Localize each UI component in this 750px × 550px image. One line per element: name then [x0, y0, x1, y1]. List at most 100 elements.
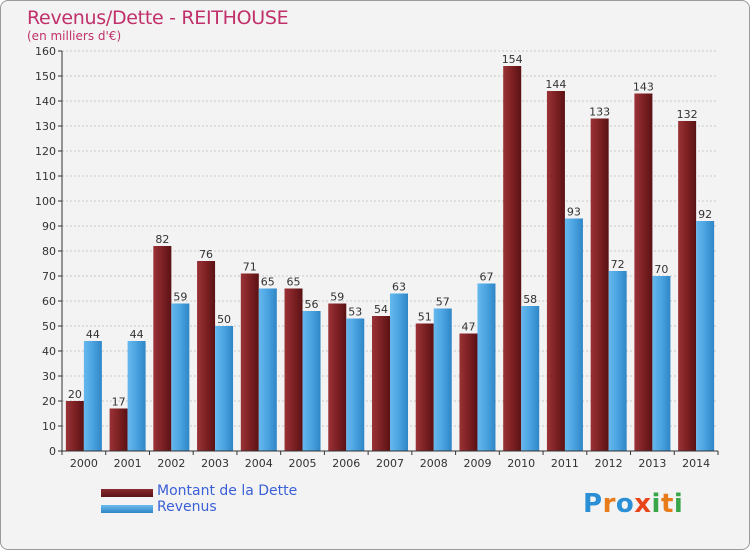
data-label-dette: 71 [243, 261, 257, 274]
data-label-revenus: 56 [305, 298, 319, 311]
logo-letter: o [615, 489, 635, 519]
legend-swatch-revenus [101, 505, 153, 513]
bar-dette [197, 261, 216, 451]
bar-revenus [258, 288, 277, 451]
data-label-dette: 59 [330, 291, 344, 304]
bar-dette [65, 401, 84, 451]
bar-revenus [652, 276, 671, 451]
x-tick-label: 2012 [595, 457, 623, 470]
bar-dette [546, 91, 565, 451]
data-label-revenus: 44 [130, 328, 144, 341]
y-tick-label: 30 [42, 370, 56, 383]
y-tick-label: 90 [42, 220, 56, 233]
y-tick-label: 70 [42, 270, 56, 283]
bar-dette [678, 121, 697, 451]
bar-revenus [521, 306, 540, 451]
y-tick-label: 0 [49, 445, 56, 458]
data-label-revenus: 59 [173, 291, 187, 304]
data-label-dette: 144 [545, 78, 566, 91]
bar-dette [415, 323, 434, 451]
bar-dette [328, 303, 347, 451]
data-label-dette: 82 [155, 233, 169, 246]
bar-revenus [564, 218, 583, 451]
logo-letter: t [660, 489, 674, 519]
logo-letter: i [673, 489, 684, 519]
data-label-revenus: 70 [654, 263, 668, 276]
y-tick-label: 50 [42, 320, 56, 333]
x-tick-label: 2013 [638, 457, 666, 470]
data-label-revenus: 65 [261, 276, 275, 289]
bar-dette [109, 408, 128, 451]
y-tick-label: 160 [35, 45, 56, 58]
legend-swatch-dette [101, 489, 153, 497]
y-tick-label: 100 [35, 195, 56, 208]
bar-revenus [346, 318, 365, 451]
bar-revenus [127, 341, 146, 451]
x-tick-label: 2011 [551, 457, 579, 470]
bar-revenus [390, 293, 408, 451]
legend-label-dette: Montant de la Dette [157, 483, 298, 499]
y-tick-label: 120 [35, 145, 56, 158]
x-tick-label: 2006 [332, 457, 360, 470]
x-tick-label: 2001 [114, 457, 142, 470]
y-tick-label: 80 [42, 245, 56, 258]
y-tick-label: 110 [35, 170, 56, 183]
data-label-dette: 54 [374, 303, 388, 316]
x-tick-label: 2007 [376, 457, 404, 470]
x-tick-label: 2005 [289, 457, 317, 470]
data-label-dette: 143 [633, 81, 654, 94]
bar-revenus [433, 308, 452, 451]
logo-letter: P [583, 489, 603, 519]
y-tick-label: 20 [42, 395, 56, 408]
data-label-revenus: 57 [436, 296, 450, 309]
data-label-dette: 47 [461, 321, 475, 334]
chart-title: Revenus/Dette - REITHOUSE [27, 7, 289, 29]
x-tick-label: 2014 [682, 457, 710, 470]
logo-letter: r [602, 489, 616, 519]
bar-dette [372, 316, 390, 451]
bar-revenus [171, 303, 190, 451]
x-tick-label: 2008 [420, 457, 448, 470]
data-label-dette: 76 [199, 248, 213, 261]
data-label-revenus: 44 [86, 328, 100, 341]
y-tick-label: 140 [35, 95, 56, 108]
data-label-dette: 20 [68, 388, 82, 401]
y-tick-label: 60 [42, 295, 56, 308]
bar-revenus [696, 221, 715, 451]
logo-letter: x [634, 489, 652, 519]
data-label-dette: 133 [589, 106, 610, 119]
bar-revenus [83, 341, 102, 451]
y-tick-label: 150 [35, 70, 56, 83]
x-tick-label: 2000 [70, 457, 98, 470]
bar-revenus [477, 283, 496, 451]
bar-dette [284, 288, 303, 451]
legend-label-revenus: Revenus [157, 499, 217, 515]
data-label-revenus: 50 [217, 313, 231, 326]
bar-dette [503, 66, 522, 451]
data-label-revenus: 92 [698, 208, 712, 221]
data-label-dette: 132 [677, 108, 698, 121]
logo-letter: i [651, 489, 661, 519]
data-label-revenus: 58 [523, 293, 537, 306]
data-label-dette: 51 [418, 311, 432, 324]
data-label-revenus: 53 [348, 306, 362, 319]
x-tick-label: 2009 [463, 457, 491, 470]
y-tick-label: 130 [35, 120, 56, 133]
x-tick-label: 2002 [157, 457, 185, 470]
proxiti-logo: Proxiti [583, 489, 683, 519]
data-label-dette: 17 [112, 396, 126, 409]
y-tick-label: 40 [42, 345, 56, 358]
x-tick-label: 2010 [507, 457, 535, 470]
bar-dette [240, 273, 259, 451]
bar-revenus [215, 326, 234, 451]
bar-revenus [302, 311, 321, 451]
bar-revenus [608, 271, 627, 451]
bar-dette [590, 118, 609, 451]
data-label-revenus: 63 [392, 281, 406, 294]
bar-dette [459, 333, 478, 451]
data-label-dette: 65 [287, 276, 301, 289]
y-tick-label: 10 [42, 420, 56, 433]
x-tick-label: 2003 [201, 457, 229, 470]
